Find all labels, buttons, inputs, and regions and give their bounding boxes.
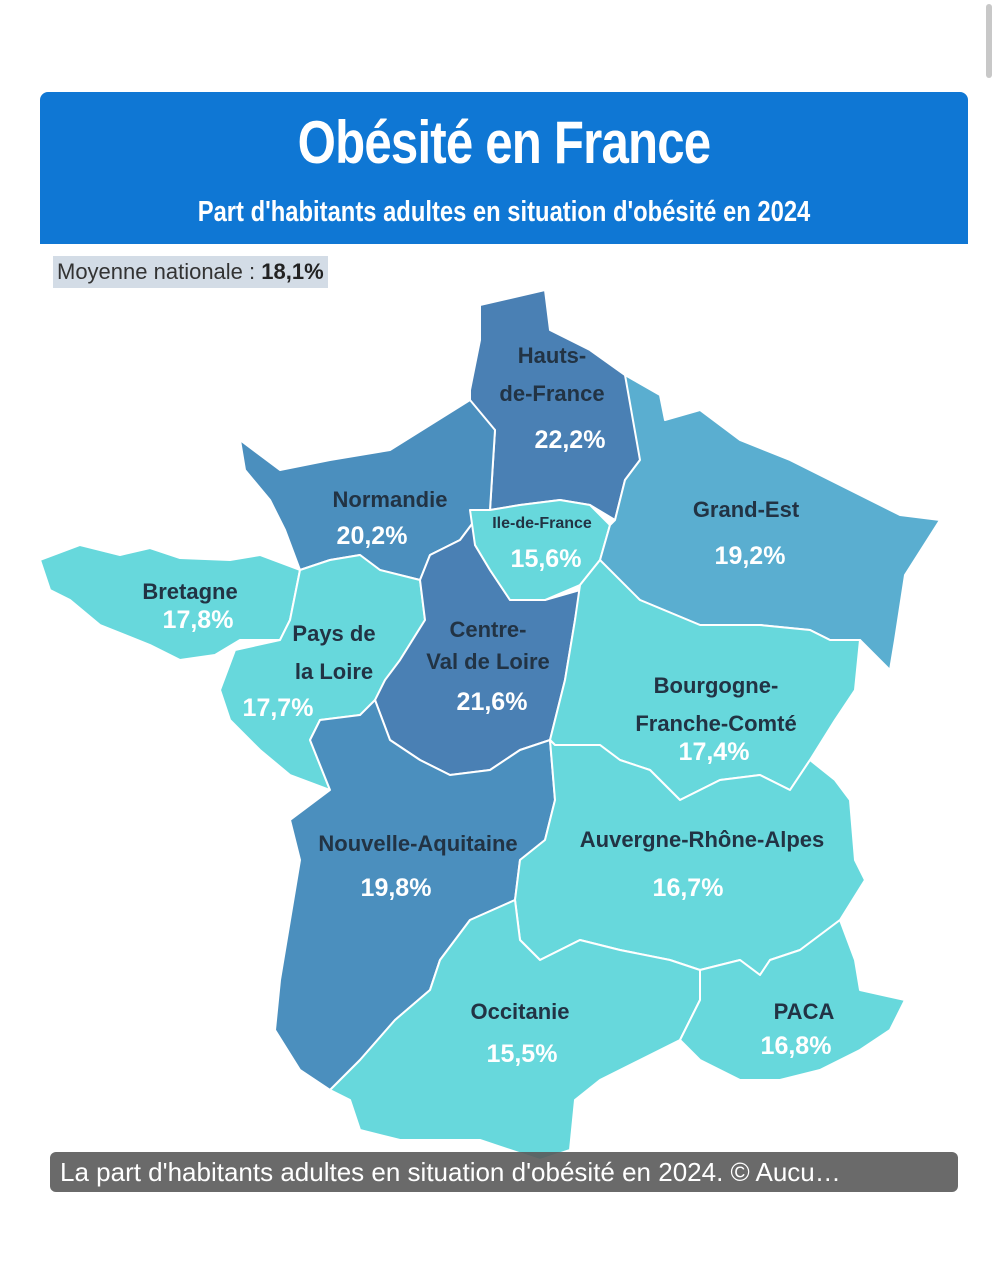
label-bretagne: Bretagne [142, 579, 238, 604]
average-value: 18,1% [261, 259, 324, 284]
label-ile-de-france: Ile-de-France [492, 515, 592, 532]
region-occitanie [329, 899, 701, 1161]
value-normandie: 20,2% [336, 522, 408, 550]
value-hauts-de-france: 22,2% [534, 426, 606, 454]
label-bourgogne-franche-comte: Bourgogne- Franche-Comté [635, 673, 797, 736]
value-pays-de-la-loire: 17,7% [242, 694, 314, 722]
value-centre-val-de-loire: 21,6% [456, 688, 528, 716]
header-banner [40, 92, 968, 244]
value-occitanie: 15,5% [486, 1040, 558, 1068]
label-paca: PACA [773, 999, 835, 1024]
value-bretagne: 17,8% [162, 606, 234, 634]
label-hauts-de-france: Hauts-de-France [499, 343, 605, 406]
map-subtitle: Part d'habitants adultes en situation d'… [197, 196, 811, 228]
label-centre-val-de-loire: Centre- Val de Loire [426, 617, 550, 674]
value-bourgogne-franche-comte: 17,4% [678, 738, 750, 766]
label-occitanie: Occitanie [470, 999, 570, 1024]
value-auvergne-rhone-alpes: 16,7% [652, 874, 724, 902]
value-ile-de-france: 15,6% [510, 545, 582, 573]
value-grand-est: 19,2% [714, 542, 786, 570]
national-average: Moyenne nationale : 18,1% [53, 256, 328, 288]
scrollbar[interactable] [986, 4, 992, 78]
label-auvergne-rhone-alpes: Auvergne-Rhône-Alpes [579, 827, 825, 852]
label-grand-est: Grand-Est [692, 497, 800, 522]
label-nouvelle-aquitaine: Nouvelle-Aquitaine [318, 831, 518, 856]
label-normandie: Normandie [332, 487, 448, 512]
label-pays-de-la-loire: Pays de la Loire [292, 621, 376, 684]
value-paca: 16,8% [760, 1032, 832, 1060]
region-paca [679, 919, 906, 1081]
average-label: Moyenne nationale : [57, 259, 256, 284]
map-title: Obésité en France [297, 109, 711, 176]
value-nouvelle-aquitaine: 19,8% [360, 874, 432, 902]
image-caption[interactable]: La part d'habitants adultes en situation… [50, 1152, 958, 1192]
